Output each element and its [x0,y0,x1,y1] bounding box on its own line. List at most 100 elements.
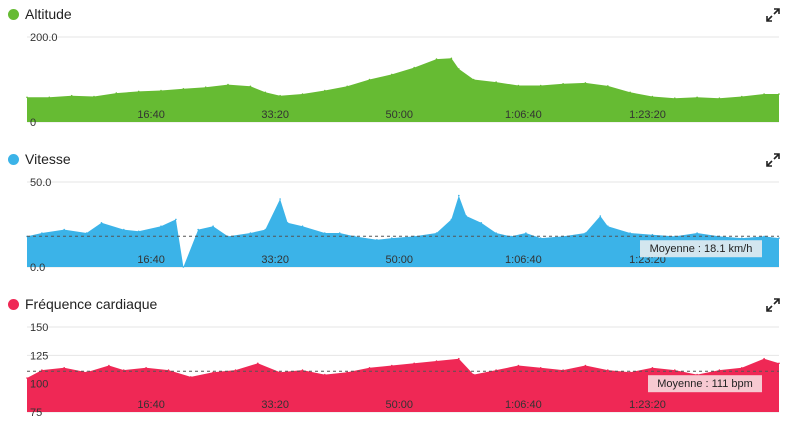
expand-icon[interactable] [766,153,780,167]
data-point [450,57,453,60]
data-point [212,225,214,227]
data-point [85,232,88,234]
data-point [435,58,438,60]
y-tick-label: 50.0 [30,177,51,189]
data-point [197,228,199,231]
data-point [696,373,698,376]
data-point [510,235,512,238]
data-point [629,232,631,234]
data-point [190,376,192,378]
data-point [137,90,140,93]
data-point [458,357,460,360]
data-point [741,237,743,239]
data-point [324,232,326,234]
data-point [175,218,177,221]
y-tick-label: 200.0 [30,32,58,44]
area-series [27,195,779,267]
data-point [696,96,698,99]
heart-rate-title: Fréquence cardiaque [8,296,157,312]
data-point [458,68,460,70]
data-point [160,225,162,227]
speed-panel: Vitesse 50.0 0.0 16:40 33:20 50:00 1:06:40 1:2… [0,145,792,290]
data-point [517,364,520,367]
data-point [607,369,609,371]
data-point [413,362,416,365]
data-point [763,235,765,238]
speed-legend-dot [8,153,19,165]
speed-title-label: Vitesse [25,151,71,167]
y-tick-label: 100 [30,379,48,391]
y-tick-label: 0.0 [30,262,45,274]
data-point [472,373,475,376]
x-tick-label: 1:06:40 [505,254,542,266]
x-tick-label: 1:06:40 [505,109,542,121]
data-point [145,367,147,369]
heart-rate-chart: 150 125 100 75 16:40 33:20 50:00 1:06:40 1:23:20… [26,322,780,419]
data-point [137,230,140,233]
data-point [41,232,43,234]
area-series [27,58,779,122]
data-point [63,367,65,369]
data-point [763,357,765,360]
y-tick-label: 75 [30,407,42,419]
altitude-legend-dot [8,8,19,20]
data-point [763,93,765,95]
data-point [480,222,483,224]
data-point [584,364,587,367]
data-point [539,367,542,369]
data-point [651,367,654,369]
x-tick-label: 16:40 [137,254,165,266]
data-point [651,233,654,236]
x-tick-label: 33:20 [261,399,289,411]
data-point [696,232,698,234]
data-point [108,364,110,367]
data-point [495,369,497,371]
data-point [264,228,267,231]
data-point [249,232,252,234]
speed-title: Vitesse [8,151,71,167]
data-point [778,237,780,239]
data-point [450,218,453,221]
data-point [182,88,185,90]
data-point [301,369,304,371]
x-tick-label: 1:06:40 [505,399,542,411]
data-point [525,232,527,234]
data-point [539,84,542,87]
data-point [227,83,229,86]
data-point [465,215,468,217]
data-point [100,222,103,224]
x-tick-label: 50:00 [386,109,414,121]
data-point [368,78,371,81]
data-point [368,367,371,369]
altitude-chart: 200.0 0 16:40 33:20 50:00 1:06:40 1:23:20 [26,32,780,129]
data-point [607,225,609,227]
area-series [27,358,779,412]
data-point [584,232,587,234]
data-point [338,232,341,234]
data-point [391,237,393,239]
data-point [458,194,460,197]
data-point [778,93,780,95]
data-point [212,371,214,374]
data-point [472,78,475,81]
data-point [115,92,118,94]
data-point [599,215,602,217]
x-tick-label: 33:20 [261,254,289,266]
data-point [607,85,609,87]
y-tick-label: 125 [30,350,48,362]
data-point [257,362,259,365]
data-point [778,362,780,365]
expand-icon[interactable] [766,298,780,312]
data-point [279,198,281,200]
average-label-box [640,240,762,258]
data-point [495,81,497,83]
heart-rate-panel: Fréquence cardiaque 150 125 100 75 16:40 33:2… [0,290,792,435]
x-tick-label: 50:00 [386,254,414,266]
average-label: Moyenne : 111 bpm [657,378,753,390]
expand-icon[interactable] [766,8,780,22]
x-tick-label: 50:00 [386,399,414,411]
x-tick-label: 33:20 [261,109,289,121]
heart-rate-legend-dot [8,298,19,310]
data-point [70,94,73,97]
average-label-box [648,375,762,393]
